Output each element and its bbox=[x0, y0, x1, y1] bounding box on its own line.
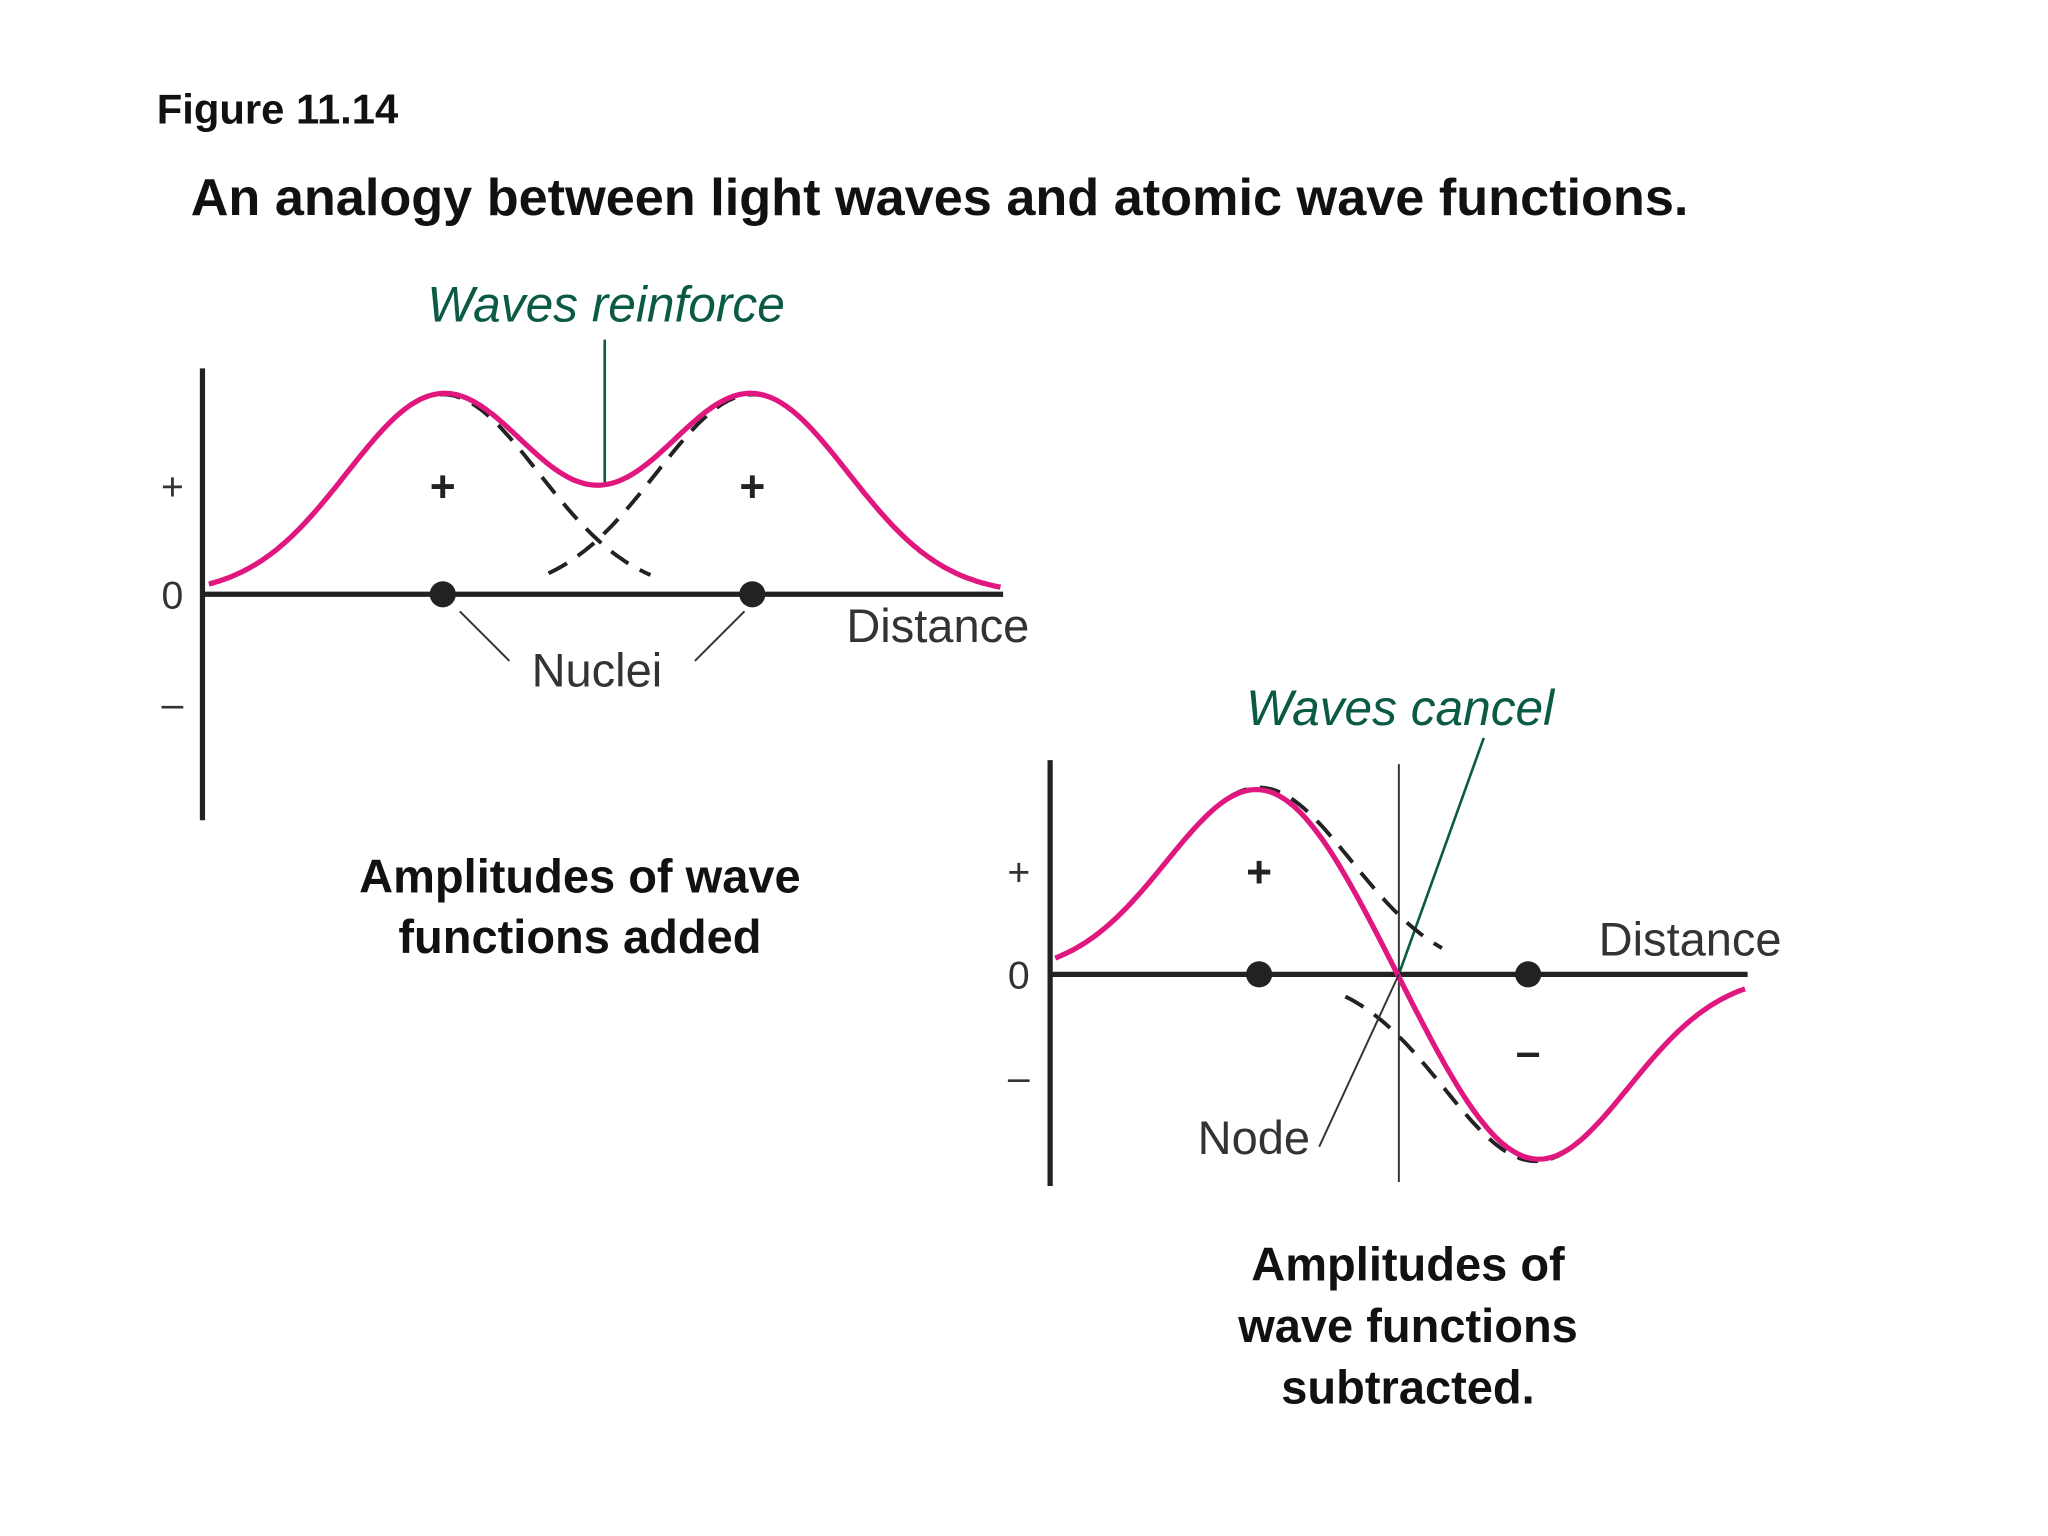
nuclei-label: Nuclei bbox=[532, 643, 663, 696]
nucleus bbox=[429, 581, 456, 608]
lobe-sign: – bbox=[1516, 1028, 1541, 1077]
panel-subtracted: Waves cancel + 0 – + – Node Distance Amp… bbox=[1007, 680, 1781, 1413]
axis-label: – bbox=[1008, 1057, 1030, 1100]
axis-label: 0 bbox=[1008, 955, 1030, 998]
axis-label: + bbox=[161, 466, 184, 509]
wave-sum bbox=[208, 390, 1002, 590]
caption: subtracted. bbox=[1281, 1360, 1534, 1413]
caption: functions added bbox=[398, 910, 761, 963]
nucleus bbox=[1515, 961, 1542, 988]
axis-label: + bbox=[1007, 851, 1030, 894]
nucleus bbox=[1246, 961, 1273, 988]
wave-difference bbox=[1054, 786, 1746, 1162]
caption: wave functions bbox=[1237, 1299, 1578, 1352]
lobe-sign: + bbox=[430, 463, 456, 512]
figure-title: An analogy between light waves and atomi… bbox=[191, 169, 1689, 227]
distance-label: Distance bbox=[1599, 912, 1782, 965]
annotation: Waves cancel bbox=[1246, 680, 1556, 736]
annotation-pointer bbox=[1397, 737, 1485, 975]
lobe-sign: + bbox=[739, 463, 765, 512]
nucleus bbox=[739, 581, 766, 608]
node-label: Node bbox=[1198, 1111, 1310, 1164]
annotation: Waves reinforce bbox=[427, 276, 785, 332]
caption: Amplitudes of bbox=[1251, 1238, 1565, 1291]
panel-added: Waves reinforce + 0 – + + Nuclei Distanc… bbox=[161, 276, 1029, 962]
node-pointer bbox=[1318, 973, 1400, 1148]
distance-label: Distance bbox=[846, 599, 1029, 652]
pointer bbox=[694, 610, 746, 662]
figure-number: Figure 11.14 bbox=[157, 85, 399, 132]
caption: Amplitudes of wave bbox=[359, 850, 801, 903]
axis-label: 0 bbox=[162, 575, 184, 618]
axis-label: – bbox=[162, 683, 184, 726]
wave-2 bbox=[1344, 987, 1746, 1164]
lobe-sign: + bbox=[1246, 848, 1272, 897]
pointer bbox=[459, 610, 511, 662]
